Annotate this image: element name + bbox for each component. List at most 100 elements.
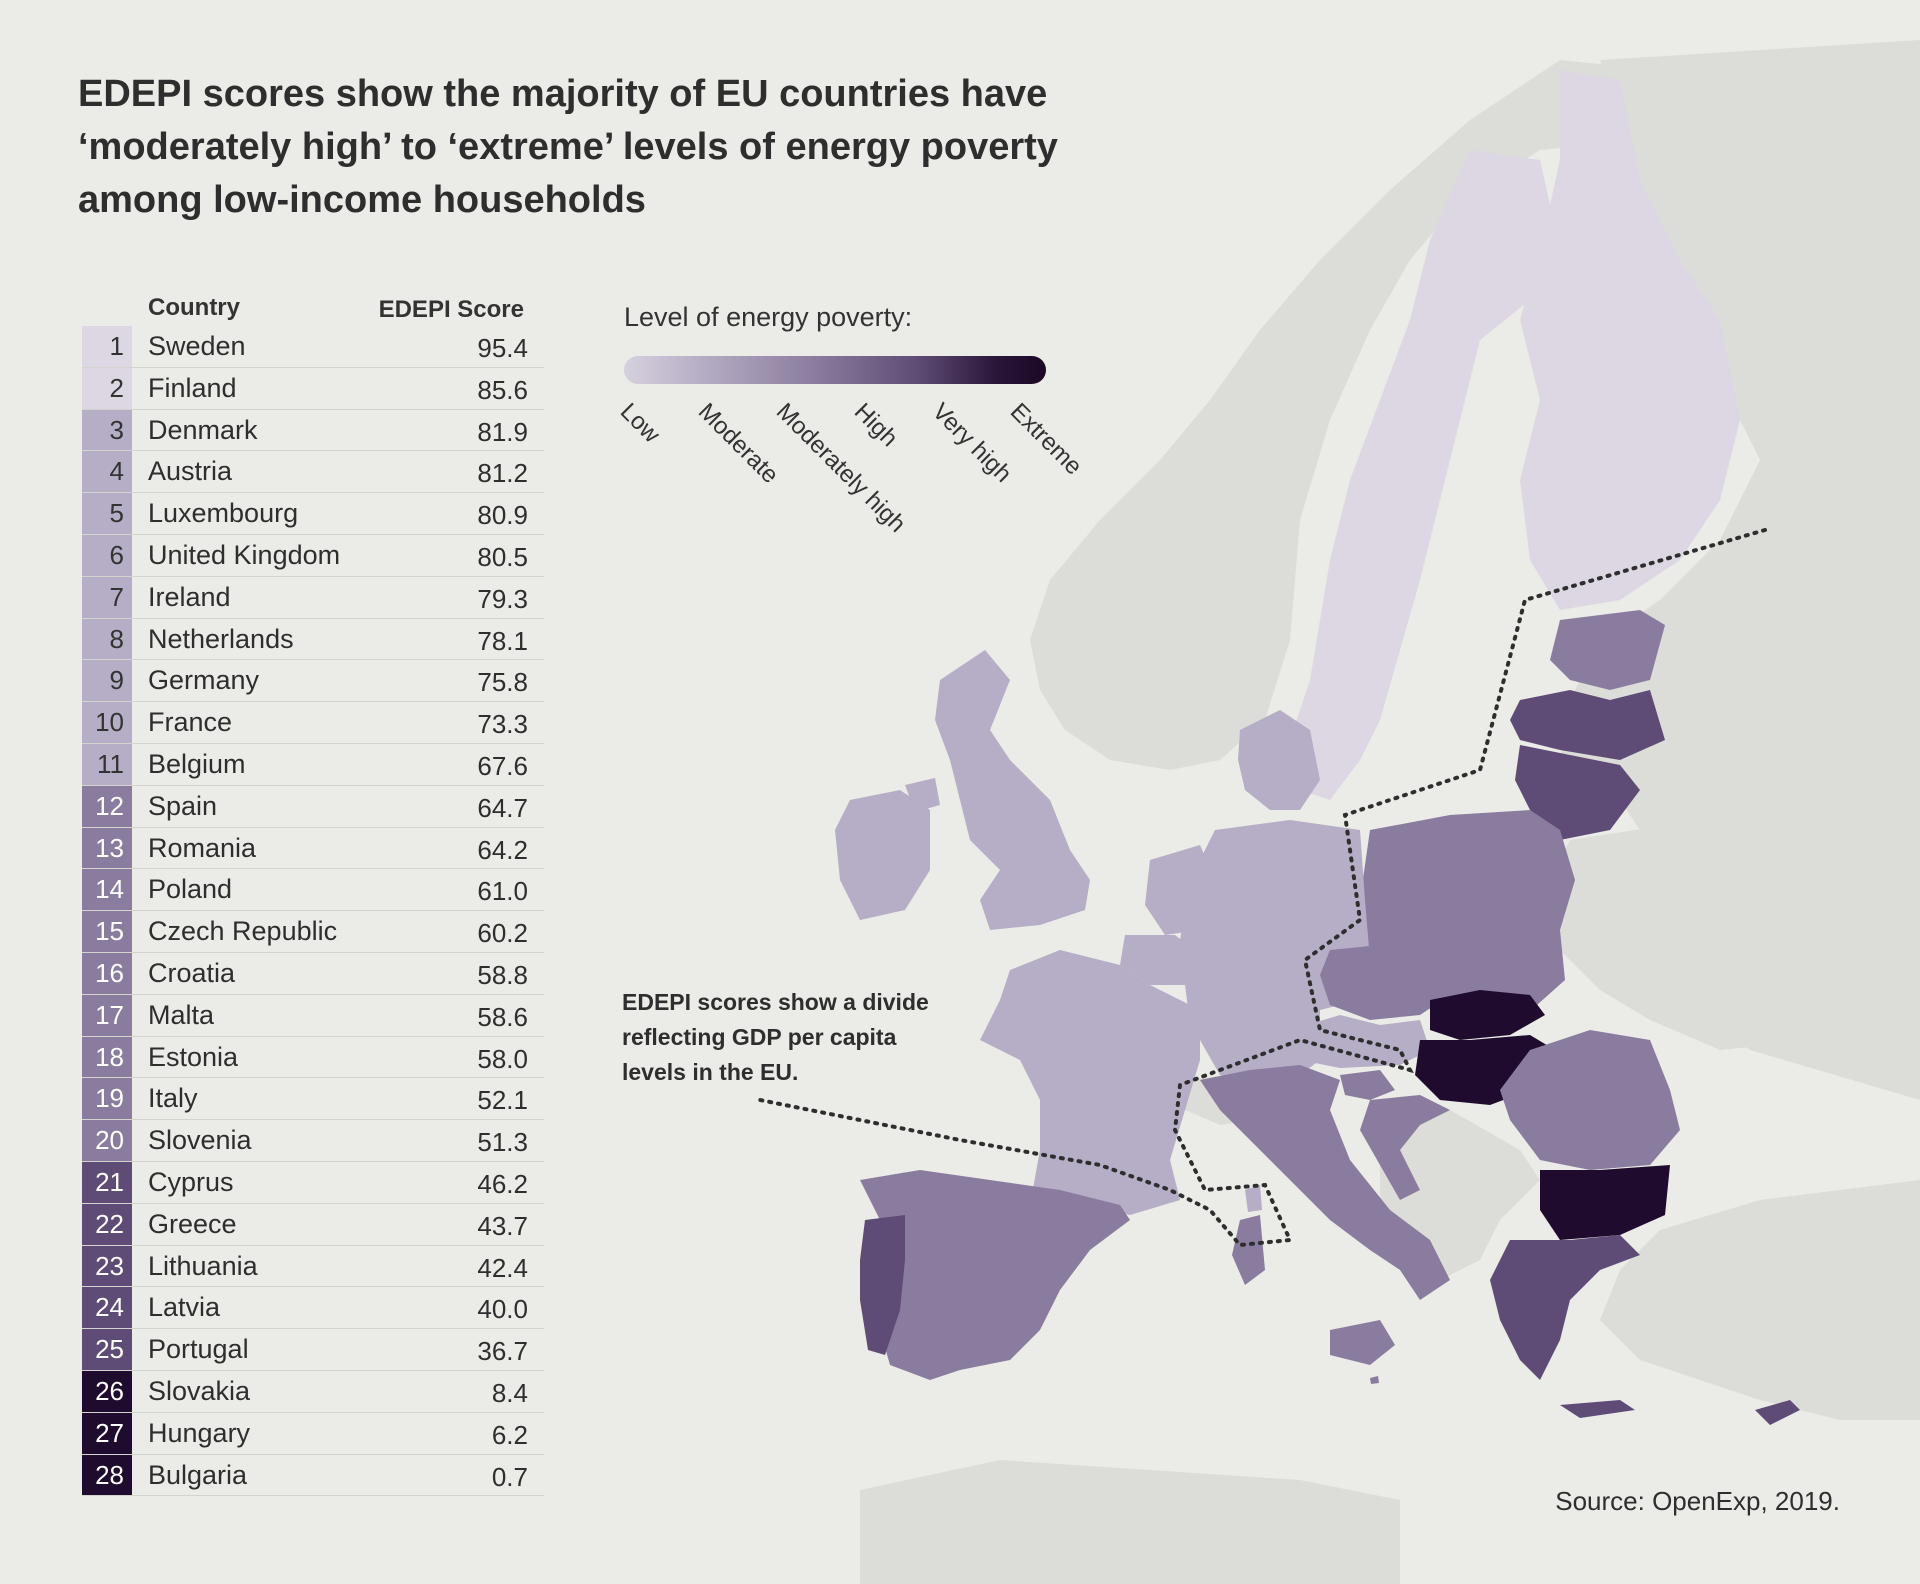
table-row: 6 United Kingdom 80.5 xyxy=(82,534,544,577)
country-greece xyxy=(1490,1235,1640,1380)
country-cell: Netherlands xyxy=(148,623,294,654)
country-cell: Estonia xyxy=(148,1041,239,1072)
divide-annotation: EDEPI scores show a divide reflecting GD… xyxy=(622,989,929,1085)
country-luxembourg xyxy=(1185,985,1203,1008)
table-row: 9 Germany 75.8 xyxy=(82,660,544,703)
table-row: 3 Denmark 81.9 xyxy=(82,409,544,452)
table-row: 16 Croatia 58.8 xyxy=(82,952,544,995)
country-ireland xyxy=(835,790,930,920)
country-croatia xyxy=(1360,1095,1450,1200)
country-czech-republic xyxy=(1320,945,1450,1020)
table-row: 12 Spain 64.7 xyxy=(82,785,544,828)
chart-title: EDEPI scores show the majority of EU cou… xyxy=(78,73,1058,221)
country-slovenia xyxy=(1340,1070,1395,1100)
country-cell: Ireland xyxy=(148,581,231,612)
rank-cell: 2 xyxy=(82,367,132,409)
ranking-table: Country EDEPI Score 1 Sweden 95.4 2 Finland 8… xyxy=(82,290,544,1497)
score-cell: 42.4 xyxy=(477,1252,528,1283)
score-cell: 85.6 xyxy=(477,374,528,405)
table-body: 1 Sweden 95.4 2 Finland 85.6 3 Denmark 81.9 4 Aust… xyxy=(82,326,544,1497)
country-italy-sardinia xyxy=(1232,1215,1265,1285)
country-belgium xyxy=(1120,935,1200,985)
table-row: 13 Romania 64.2 xyxy=(82,827,544,870)
country-germany xyxy=(1180,820,1370,1090)
table-row: 23 Lithuania 42.4 xyxy=(82,1245,544,1288)
score-cell: 0.7 xyxy=(491,1461,528,1492)
country-cell: Czech Republic xyxy=(148,916,338,947)
country-cell: Sweden xyxy=(148,331,246,361)
score-cell: 40.0 xyxy=(477,1294,528,1325)
source-note: Source: OpenExp, 2019. xyxy=(1555,1486,1840,1516)
score-cell: 79.3 xyxy=(477,583,528,614)
country-cell: Portugal xyxy=(148,1334,249,1365)
score-cell: 58.0 xyxy=(477,1043,528,1074)
country-cell: United Kingdom xyxy=(148,539,341,570)
country-cell: Lithuania xyxy=(148,1250,258,1281)
rank-cell: 22 xyxy=(82,1203,132,1245)
score-cell: 51.3 xyxy=(477,1127,528,1158)
country-cell: Finland xyxy=(148,372,237,403)
rank-cell: 15 xyxy=(82,911,132,952)
country-estonia xyxy=(1550,610,1665,690)
table-row: 25 Portugal 36.7 xyxy=(82,1329,544,1371)
non-eu-north-africa xyxy=(860,1460,1400,1584)
table-row: 19 Italy 52.1 xyxy=(82,1078,544,1121)
country-cell: Spain xyxy=(148,790,218,821)
rank-cell: 14 xyxy=(82,869,132,911)
table-row: 7 Ireland 79.3 xyxy=(82,576,544,619)
score-cell: 43.7 xyxy=(477,1210,528,1241)
rank-cell: 7 xyxy=(82,576,132,618)
country-cell: Italy xyxy=(148,1083,198,1114)
rank-cell: 13 xyxy=(82,827,132,869)
header-country: Country xyxy=(148,294,240,321)
country-spain xyxy=(860,1170,1130,1380)
score-cell: 95.4 xyxy=(477,333,528,363)
score-cell: 61.0 xyxy=(477,876,528,907)
table-row: 27 Hungary 6.2 xyxy=(82,1412,544,1455)
table-row: 4 Austria 81.2 xyxy=(82,451,544,494)
country-slovakia xyxy=(1430,990,1545,1040)
table-row: 21 Cyprus 46.2 xyxy=(82,1161,544,1204)
country-malta xyxy=(1370,1376,1379,1384)
rank-cell: 10 xyxy=(82,702,132,743)
country-cell: Poland xyxy=(148,874,233,905)
score-cell: 73.3 xyxy=(477,709,528,740)
rank-cell: 3 xyxy=(82,409,132,451)
country-cell: Germany xyxy=(148,665,260,696)
score-cell: 64.2 xyxy=(477,834,528,865)
legend-title: Level of energy poverty: xyxy=(624,302,913,332)
country-latvia xyxy=(1510,690,1665,760)
country-united-kingdom xyxy=(935,650,1090,930)
country-finland xyxy=(1520,70,1740,610)
score-cell: 75.8 xyxy=(477,667,528,698)
rank-cell: 16 xyxy=(82,952,132,994)
country-uk-northern-ireland xyxy=(905,778,940,812)
non-eu-ukraine xyxy=(1540,820,1860,1050)
rank-cell: 26 xyxy=(82,1370,132,1412)
rank-cell: 12 xyxy=(82,785,132,827)
country-cell: Hungary xyxy=(148,1417,251,1448)
country-cyprus xyxy=(1755,1400,1800,1425)
gdp-divide-line xyxy=(758,528,1767,1248)
country-greece-crete xyxy=(1560,1400,1635,1418)
score-cell: 6.2 xyxy=(491,1419,528,1450)
country-cell: Malta xyxy=(148,999,215,1030)
country-cell: Latvia xyxy=(148,1292,221,1323)
table-row: 28 Bulgaria 0.7 xyxy=(82,1454,544,1497)
score-cell: 8.4 xyxy=(491,1377,528,1408)
country-netherlands xyxy=(1145,845,1215,935)
country-cell: Belgium xyxy=(148,748,246,779)
score-cell: 58.8 xyxy=(477,959,528,990)
country-cell: Austria xyxy=(148,456,233,487)
country-romania xyxy=(1500,1030,1680,1170)
table-row: 5 Luxembourg 80.9 xyxy=(82,493,544,535)
table-row: 10 France 73.3 xyxy=(82,702,544,744)
table-row: 17 Malta 58.6 xyxy=(82,994,544,1037)
rank-cell: 11 xyxy=(82,743,132,785)
rank-cell: 6 xyxy=(82,534,132,576)
country-bulgaria xyxy=(1540,1165,1670,1240)
table-header: Country EDEPI Score xyxy=(82,290,544,326)
score-cell: 67.6 xyxy=(477,750,528,781)
rank-cell: 27 xyxy=(82,1412,132,1454)
country-france-corsica xyxy=(1245,1185,1262,1212)
